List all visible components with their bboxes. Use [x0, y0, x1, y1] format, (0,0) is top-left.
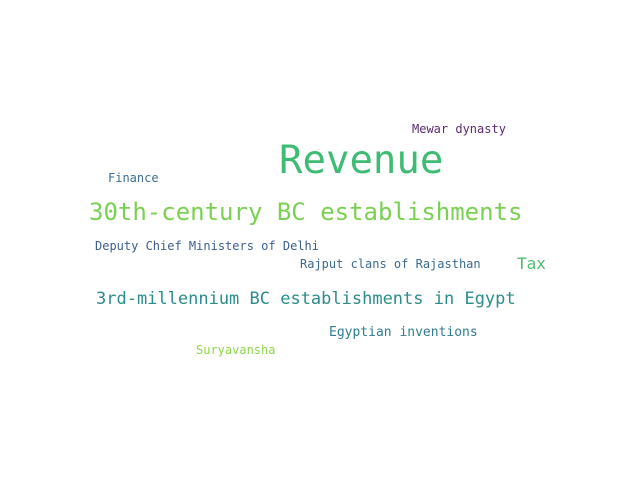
word-tax: Tax	[517, 254, 546, 273]
word-revenue: Revenue	[279, 138, 444, 183]
word-rajput-clans-of-rajasthan: Rajput clans of Rajasthan	[300, 257, 481, 271]
word-3rd-millennium-bc-establishments-in-egypt: 3rd-millennium BC establishments in Egyp…	[96, 289, 516, 309]
word-mewar-dynasty: Mewar dynasty	[412, 122, 506, 136]
word-30th-century-bc-establishments: 30th-century BC establishments	[89, 198, 523, 226]
word-suryavansha: Suryavansha	[196, 343, 276, 357]
word-deputy-chief-ministers-of-delhi: Deputy Chief Ministers of Delhi	[95, 239, 319, 253]
word-egyptian-inventions: Egyptian inventions	[329, 325, 478, 340]
word-finance: Finance	[108, 171, 159, 185]
